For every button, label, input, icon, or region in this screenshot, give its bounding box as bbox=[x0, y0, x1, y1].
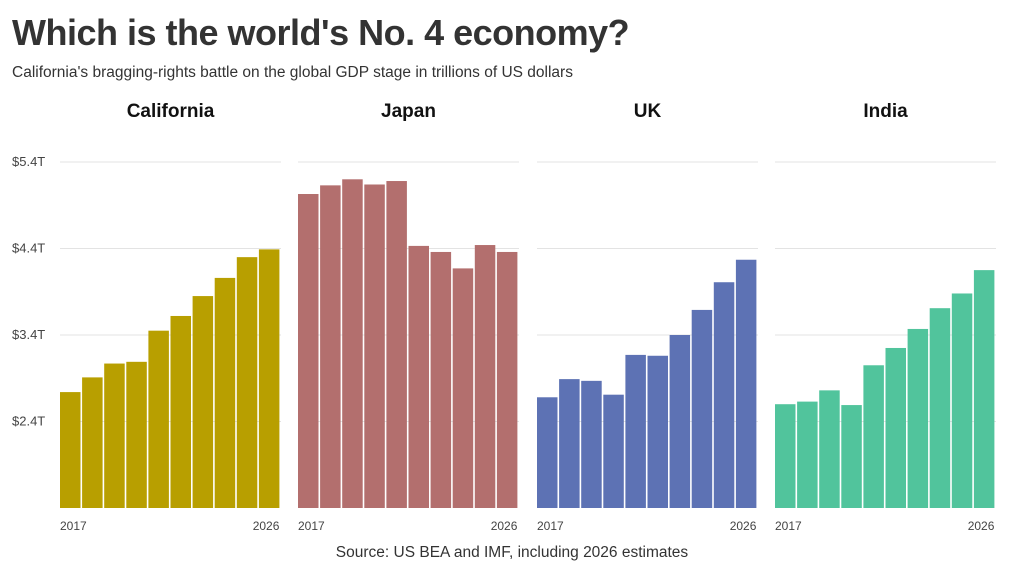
y-tick-label: $5.4T bbox=[12, 154, 45, 169]
bar-japan-2026 bbox=[496, 251, 518, 508]
x-tick-label: 2017 bbox=[537, 519, 564, 533]
bar-california-2018 bbox=[82, 377, 103, 508]
bar-california-2026 bbox=[258, 249, 280, 509]
bar-uk-2022 bbox=[647, 355, 668, 508]
bar-india-2023 bbox=[907, 328, 929, 508]
panel-title: California bbox=[127, 101, 215, 122]
x-tick-label: 2017 bbox=[298, 519, 325, 533]
y-tick-label: $3.4T bbox=[12, 327, 45, 342]
bar-india-2018 bbox=[797, 401, 818, 508]
bar-uk-2025 bbox=[713, 282, 735, 508]
bar-japan-2019 bbox=[342, 179, 363, 509]
bar-california-2019 bbox=[104, 363, 125, 508]
x-tick-label: 2026 bbox=[730, 519, 757, 533]
bar-california-2017 bbox=[60, 392, 81, 508]
panel-title: UK bbox=[634, 101, 662, 122]
bar-california-2020 bbox=[126, 361, 147, 508]
x-tick-label: 2017 bbox=[60, 519, 87, 533]
bar-japan-2021 bbox=[386, 181, 407, 508]
x-tick-label: 2026 bbox=[253, 519, 280, 533]
panel-japan: Japan 2017 2026 bbox=[298, 101, 519, 533]
bar-uk-2024 bbox=[691, 309, 713, 508]
bar-india-2017 bbox=[775, 404, 796, 508]
panel-uk: UK 2017 2026 bbox=[537, 101, 758, 533]
bar-california-2023 bbox=[192, 296, 214, 508]
bar-japan-2025 bbox=[474, 245, 496, 509]
y-axis: $2.4T $3.4T $4.4T $5.4T bbox=[12, 154, 45, 429]
bar-india-2021 bbox=[863, 365, 884, 508]
bar-india-2025 bbox=[951, 293, 973, 508]
panel-india: India 2017 2026 bbox=[775, 101, 996, 533]
bar-india-2026 bbox=[973, 270, 995, 508]
panels: California 2017 2026 Japan 2017 2026 UK 2017 202… bbox=[60, 101, 996, 533]
bar-uk-2023 bbox=[669, 335, 691, 508]
bar-japan-2018 bbox=[320, 185, 341, 508]
x-tick-label: 2026 bbox=[491, 519, 518, 533]
bar-uk-2020 bbox=[603, 394, 624, 508]
bar-india-2024 bbox=[929, 308, 951, 508]
bar-india-2020 bbox=[841, 405, 862, 508]
bar-japan-2017 bbox=[298, 194, 319, 508]
bar-california-2022 bbox=[170, 315, 191, 508]
panel-title: Japan bbox=[381, 101, 436, 122]
x-tick-label: 2026 bbox=[968, 519, 995, 533]
bar-uk-2019 bbox=[581, 380, 602, 508]
y-tick-label: $2.4T bbox=[12, 414, 45, 429]
source-note: Source: US BEA and IMF, including 2026 e… bbox=[335, 544, 689, 561]
chart-subtitle: California's bragging-rights battle on t… bbox=[12, 64, 573, 81]
bar-california-2025 bbox=[236, 257, 258, 508]
bar-japan-2022 bbox=[408, 245, 429, 508]
panel-title: India bbox=[863, 101, 908, 122]
y-tick-label: $4.4T bbox=[12, 241, 45, 256]
bar-uk-2018 bbox=[559, 379, 580, 508]
bar-uk-2026 bbox=[735, 259, 757, 508]
bar-uk-2017 bbox=[537, 397, 558, 508]
bar-india-2022 bbox=[885, 347, 906, 508]
bar-japan-2020 bbox=[364, 184, 385, 508]
bar-uk-2021 bbox=[625, 354, 646, 508]
bar-india-2019 bbox=[819, 390, 840, 508]
bar-california-2021 bbox=[148, 330, 169, 508]
bar-japan-2023 bbox=[430, 251, 452, 508]
x-tick-label: 2017 bbox=[775, 519, 802, 533]
panel-california: California 2017 2026 bbox=[60, 101, 281, 533]
chart-title: Which is the world's No. 4 economy? bbox=[12, 12, 630, 53]
bar-california-2024 bbox=[214, 277, 236, 508]
bar-japan-2024 bbox=[452, 268, 474, 508]
